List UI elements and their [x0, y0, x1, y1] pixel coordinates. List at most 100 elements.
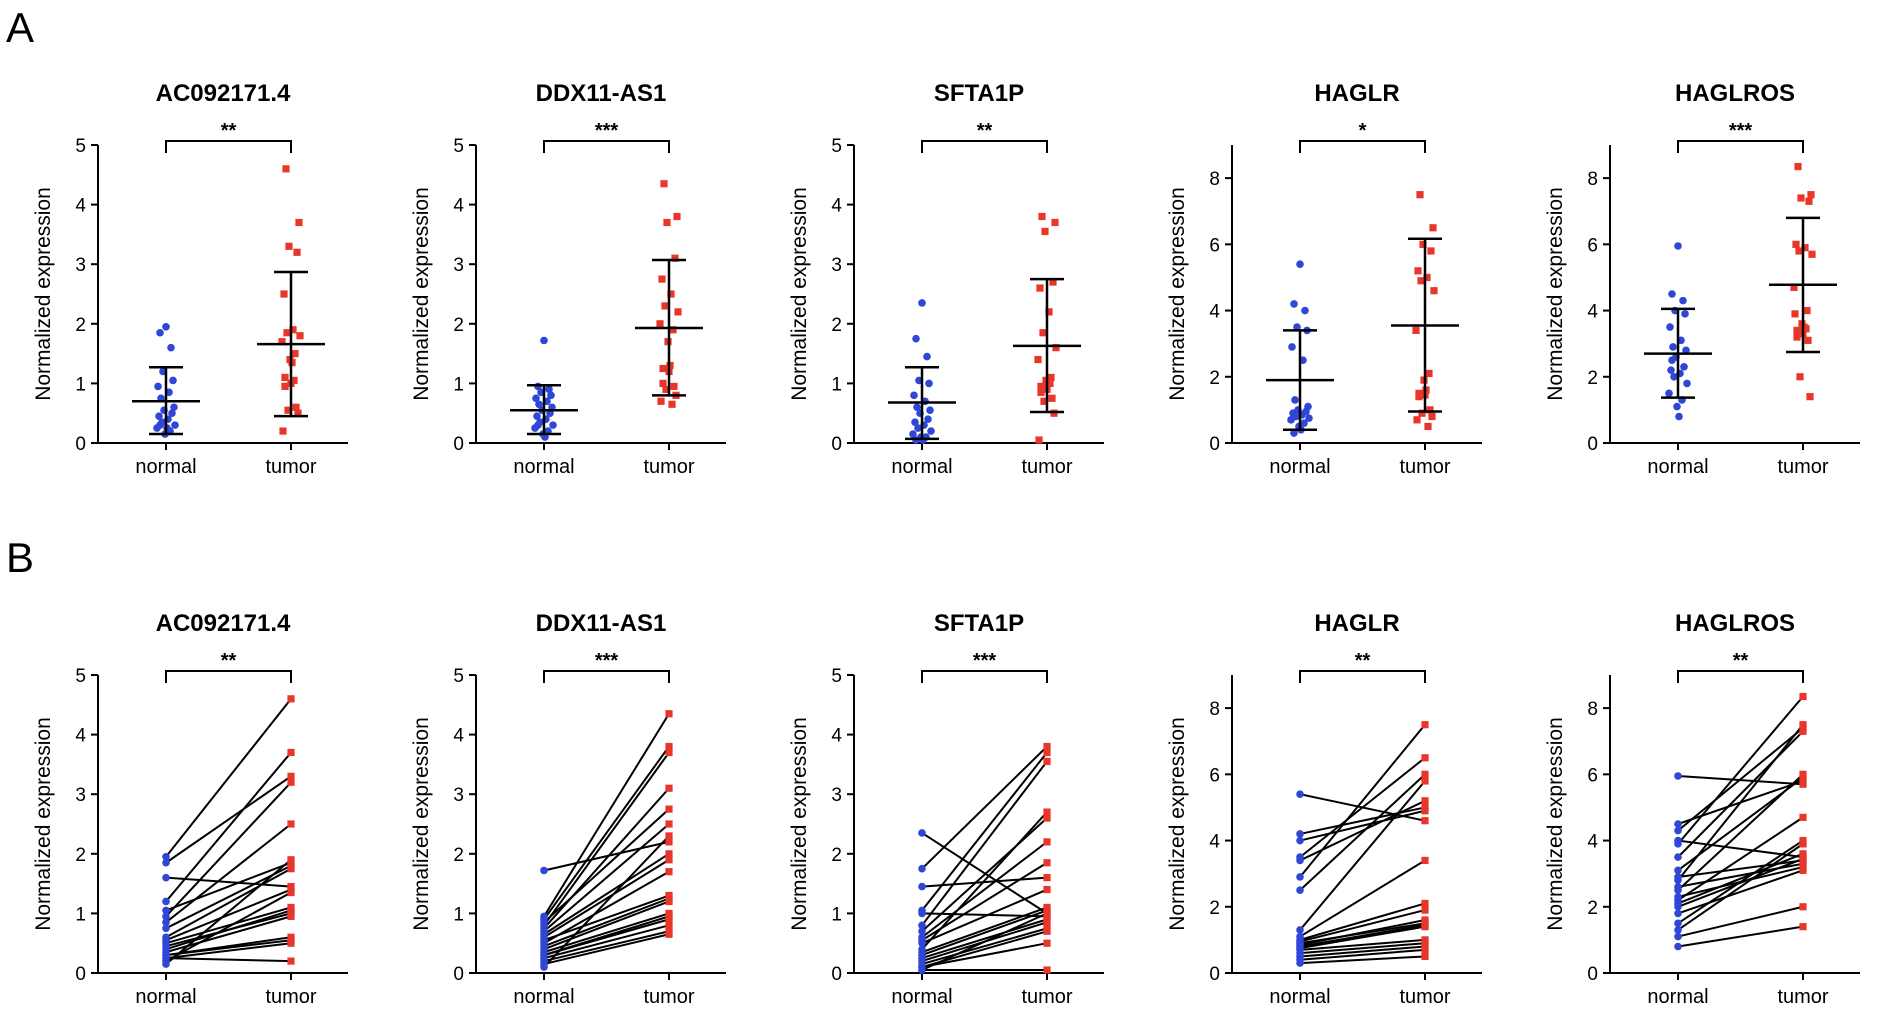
point-normal: [1291, 396, 1299, 404]
y-tick-label: 3: [453, 785, 464, 806]
significance-label: **: [977, 120, 993, 142]
point-tumor: [1421, 916, 1429, 924]
point-tumor: [1427, 247, 1435, 255]
point-normal: [1665, 389, 1673, 398]
paired-line: [1299, 919, 1426, 946]
paired-line: [1677, 869, 1804, 915]
y-tick-label: 1: [75, 374, 86, 395]
point-tumor: [1037, 388, 1045, 396]
point-normal: [549, 421, 557, 429]
point-tumor: [1794, 162, 1802, 171]
y-tick-label: 5: [831, 666, 842, 687]
paired-line: [1299, 909, 1426, 943]
point-normal: [1674, 772, 1682, 780]
point-tumor: [289, 326, 297, 334]
paired-line: [1299, 924, 1426, 948]
y-tick-label: 2: [1209, 368, 1220, 389]
y-axis-label: Normalized expression: [32, 187, 55, 401]
x-label-normal: normal: [891, 456, 952, 478]
paired-line: [1299, 902, 1426, 941]
paired-line: [543, 930, 670, 963]
paired-line: [543, 787, 670, 929]
significance-label: ***: [973, 650, 997, 672]
paired-line: [543, 924, 670, 960]
y-tick-label: 1: [453, 374, 464, 395]
point-tumor: [1791, 310, 1799, 318]
point-tumor: [1417, 277, 1425, 285]
point-tumor: [287, 778, 295, 786]
y-tick-label: 5: [75, 136, 86, 157]
paired-line: [1299, 948, 1426, 961]
point-normal: [1683, 379, 1691, 388]
paired-line: [543, 840, 670, 872]
point-normal: [1669, 343, 1677, 351]
point-tumor: [1043, 918, 1051, 926]
point-tumor: [1421, 899, 1429, 908]
chart-title: DDX11-AS1: [536, 80, 667, 107]
point-normal: [540, 336, 548, 345]
paired-line: [921, 817, 1048, 933]
point-tumor: [668, 400, 676, 408]
paired-line: [1677, 839, 1804, 925]
paired-line: [165, 858, 292, 965]
point-normal: [923, 352, 931, 361]
point-tumor: [1799, 903, 1807, 911]
paired-line: [1677, 730, 1804, 858]
point-normal: [1674, 926, 1682, 934]
significance-bracket: [543, 140, 670, 153]
paired-line: [1677, 695, 1804, 845]
point-normal: [162, 322, 170, 331]
point-tumor: [294, 409, 302, 417]
point-tumor: [1428, 412, 1436, 421]
paired-line: [1299, 756, 1426, 858]
point-normal: [1290, 429, 1298, 437]
significance-bracket: [543, 670, 670, 683]
paired-line: [543, 870, 670, 945]
chart-b-0: AC092171.4 0 1 2 3 4 5 normal tumor Normalized ex…: [32, 610, 348, 1008]
y-axis-label: Normalized expression: [788, 717, 811, 931]
point-normal: [1679, 296, 1687, 305]
point-tumor: [287, 695, 295, 703]
point-tumor: [1035, 436, 1043, 444]
point-tumor: [661, 302, 669, 310]
point-tumor: [1052, 344, 1060, 352]
point-normal: [1674, 242, 1682, 250]
point-normal: [1674, 826, 1682, 835]
point-tumor: [1419, 240, 1427, 248]
y-tick-label: 3: [75, 785, 86, 806]
paired-line: [165, 957, 292, 963]
significance-bracket: [1677, 140, 1804, 153]
point-tumor: [1043, 927, 1051, 935]
point-tumor: [665, 850, 673, 858]
point-tumor: [1421, 856, 1429, 865]
y-tick-label: 0: [831, 434, 842, 455]
point-normal: [1674, 932, 1682, 941]
significance-bracket: [165, 140, 292, 153]
chart-title: DDX11-AS1: [536, 610, 667, 637]
point-tumor: [1799, 840, 1807, 848]
point-tumor: [665, 838, 673, 846]
point-tumor: [1790, 283, 1798, 291]
point-tumor: [1805, 197, 1813, 205]
point-tumor: [1799, 866, 1807, 874]
paired-line: [1299, 942, 1426, 955]
point-tumor: [1421, 807, 1429, 815]
chart-b-2: SFTA1P 0 1 2 3 4 5 normal tumor Normalized expres…: [788, 610, 1104, 1008]
x-label-tumor: tumor: [1021, 456, 1072, 478]
point-tumor: [295, 218, 303, 227]
point-tumor: [1802, 325, 1810, 333]
chart-a-3: HAGLR 0 2 4 6 8 normal tumor Normalized expressi…: [1166, 80, 1482, 478]
point-tumor: [1043, 909, 1051, 917]
point-normal: [1674, 909, 1682, 918]
paired-line: [165, 876, 292, 888]
point-tumor: [287, 820, 295, 828]
paired-line: [921, 888, 1048, 945]
paired-line: [921, 942, 1048, 969]
point-normal: [1674, 886, 1682, 895]
point-normal: [1681, 310, 1689, 318]
point-normal: [926, 406, 934, 415]
point-normal: [918, 882, 926, 891]
point-normal: [1674, 853, 1682, 861]
point-normal: [1290, 300, 1298, 308]
point-normal: [1674, 902, 1682, 911]
